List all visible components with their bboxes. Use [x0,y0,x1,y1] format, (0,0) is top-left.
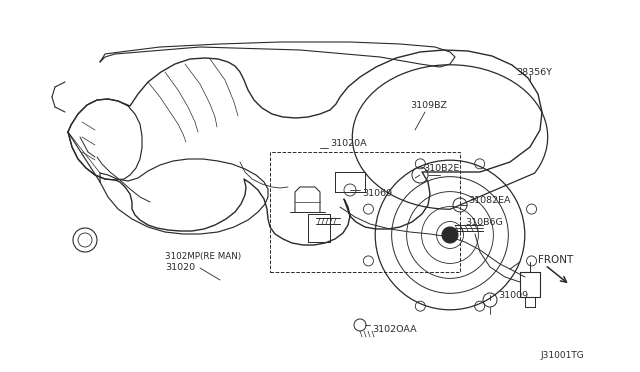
Text: 310B6G: 310B6G [465,218,503,227]
Text: 3102OAA: 3102OAA [372,326,417,334]
Text: 31009: 31009 [498,291,528,299]
Text: 3102MP(RE MAN): 3102MP(RE MAN) [165,251,241,260]
Circle shape [442,227,458,243]
Text: 3109BZ: 3109BZ [410,100,447,109]
Text: J31001TG: J31001TG [540,350,584,359]
Text: 31020A: 31020A [330,138,367,148]
Text: 31020: 31020 [165,263,195,273]
Text: 31069: 31069 [362,189,392,198]
Text: 38356Y: 38356Y [516,67,552,77]
Text: FRONT: FRONT [538,255,573,265]
Text: 31082EA: 31082EA [468,196,511,205]
Text: 310B2E: 310B2E [423,164,460,173]
